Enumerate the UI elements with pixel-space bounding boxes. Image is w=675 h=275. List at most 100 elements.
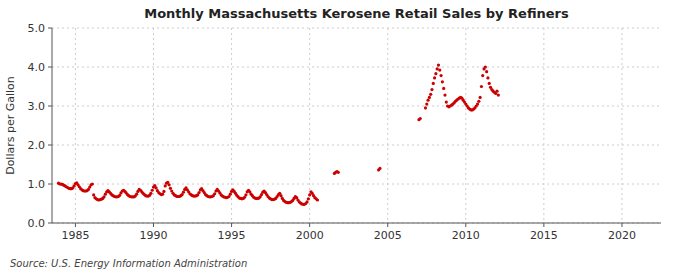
y-tick-label: 5.0 bbox=[28, 22, 46, 35]
point bbox=[244, 193, 247, 196]
point bbox=[442, 87, 445, 90]
point bbox=[424, 106, 427, 109]
point bbox=[161, 193, 164, 196]
x-tick-label: 1985 bbox=[61, 229, 89, 242]
point bbox=[337, 171, 340, 174]
point bbox=[425, 102, 428, 105]
point bbox=[149, 192, 152, 195]
point bbox=[495, 90, 498, 93]
point bbox=[182, 191, 185, 194]
source: Source: U.S. Energy Information Administ… bbox=[10, 258, 247, 269]
point bbox=[164, 184, 167, 187]
chart-container: 1985 1990 1995 2000 2005 2010 2015 2020 0.0 1.0 2.… bbox=[0, 0, 675, 275]
y-tick bbox=[48, 223, 52, 224]
point bbox=[426, 99, 429, 102]
point bbox=[479, 96, 482, 99]
y-tick bbox=[48, 28, 52, 29]
x-tick-label: 2005 bbox=[374, 229, 402, 242]
point bbox=[428, 96, 431, 99]
chart: 1985 1990 1995 2000 2005 2010 2015 2020 0.0 1.0 2.… bbox=[0, 0, 675, 275]
point bbox=[151, 189, 154, 192]
x-grid-line bbox=[621, 28, 622, 223]
point bbox=[92, 193, 95, 196]
point bbox=[432, 82, 435, 85]
point bbox=[168, 183, 171, 186]
y-tick-label: 0.0 bbox=[28, 217, 46, 230]
y-axis-label: Dollars per Gallon bbox=[4, 76, 17, 175]
point bbox=[497, 93, 500, 96]
y-tick-label: 3.0 bbox=[28, 100, 46, 113]
x-tick-label: 2000 bbox=[296, 229, 324, 242]
grid bbox=[52, 28, 661, 223]
x-grid-line bbox=[153, 28, 154, 223]
point bbox=[476, 102, 479, 105]
point bbox=[155, 186, 158, 189]
point bbox=[484, 65, 487, 68]
x-tick bbox=[543, 223, 544, 227]
point bbox=[434, 72, 437, 75]
x-grid-line bbox=[75, 28, 76, 223]
x-tick-label: 2010 bbox=[452, 229, 480, 242]
point bbox=[443, 93, 446, 96]
x-tick bbox=[387, 223, 388, 227]
point bbox=[419, 117, 422, 120]
x-tick bbox=[231, 223, 232, 227]
point bbox=[279, 194, 282, 197]
x-tick-label: 2015 bbox=[530, 229, 558, 242]
point bbox=[488, 82, 491, 85]
point bbox=[441, 80, 444, 83]
point bbox=[91, 182, 94, 185]
y-tick-label: 1.0 bbox=[28, 178, 46, 191]
point bbox=[197, 191, 200, 194]
point bbox=[429, 93, 432, 96]
x-axis: 1985 1990 1995 2000 2005 2010 2015 2020 bbox=[61, 223, 636, 242]
point bbox=[213, 192, 216, 195]
point bbox=[229, 193, 232, 196]
y-axis: 0.0 1.0 2.0 3.0 4.0 5.0 bbox=[28, 22, 53, 230]
x-tick bbox=[153, 223, 154, 227]
point bbox=[307, 197, 310, 200]
y-tick-label: 4.0 bbox=[28, 61, 46, 74]
y-tick-label: 2.0 bbox=[28, 139, 46, 152]
point bbox=[162, 190, 165, 193]
x-tick-label: 2020 bbox=[608, 229, 636, 242]
y-tick bbox=[48, 106, 52, 107]
point bbox=[378, 167, 381, 170]
title: Monthly Massachusetts Kerosene Retail Sa… bbox=[144, 6, 569, 21]
point bbox=[439, 74, 442, 77]
point bbox=[477, 100, 480, 103]
x-tick-label: 1990 bbox=[140, 229, 168, 242]
x-grid-line bbox=[543, 28, 544, 223]
x-tick-label: 1995 bbox=[218, 229, 246, 242]
x-tick bbox=[309, 223, 310, 227]
point bbox=[481, 74, 484, 77]
point bbox=[486, 76, 489, 79]
point bbox=[438, 69, 441, 72]
y-tick bbox=[48, 184, 52, 185]
point bbox=[480, 85, 483, 88]
x-tick bbox=[621, 223, 622, 227]
point bbox=[485, 70, 488, 73]
point bbox=[445, 101, 448, 104]
y-grid-line bbox=[52, 106, 661, 107]
x-axis-line bbox=[52, 223, 661, 224]
x-tick bbox=[465, 223, 466, 227]
y-grid-line bbox=[52, 223, 661, 224]
y-tick bbox=[48, 145, 52, 146]
y-grid-line bbox=[52, 145, 661, 146]
point bbox=[305, 200, 308, 203]
point bbox=[433, 76, 436, 79]
y-grid-line bbox=[52, 67, 661, 68]
y-grid-line bbox=[52, 28, 661, 29]
points bbox=[57, 63, 500, 205]
point bbox=[102, 195, 105, 198]
x-tick bbox=[75, 223, 76, 227]
y-axis-line bbox=[52, 28, 53, 223]
point bbox=[437, 63, 440, 66]
x-grid-line bbox=[465, 28, 466, 223]
point bbox=[169, 187, 172, 190]
point bbox=[316, 198, 319, 201]
x-grid-line bbox=[387, 28, 388, 223]
point bbox=[430, 88, 433, 91]
point bbox=[135, 193, 138, 196]
